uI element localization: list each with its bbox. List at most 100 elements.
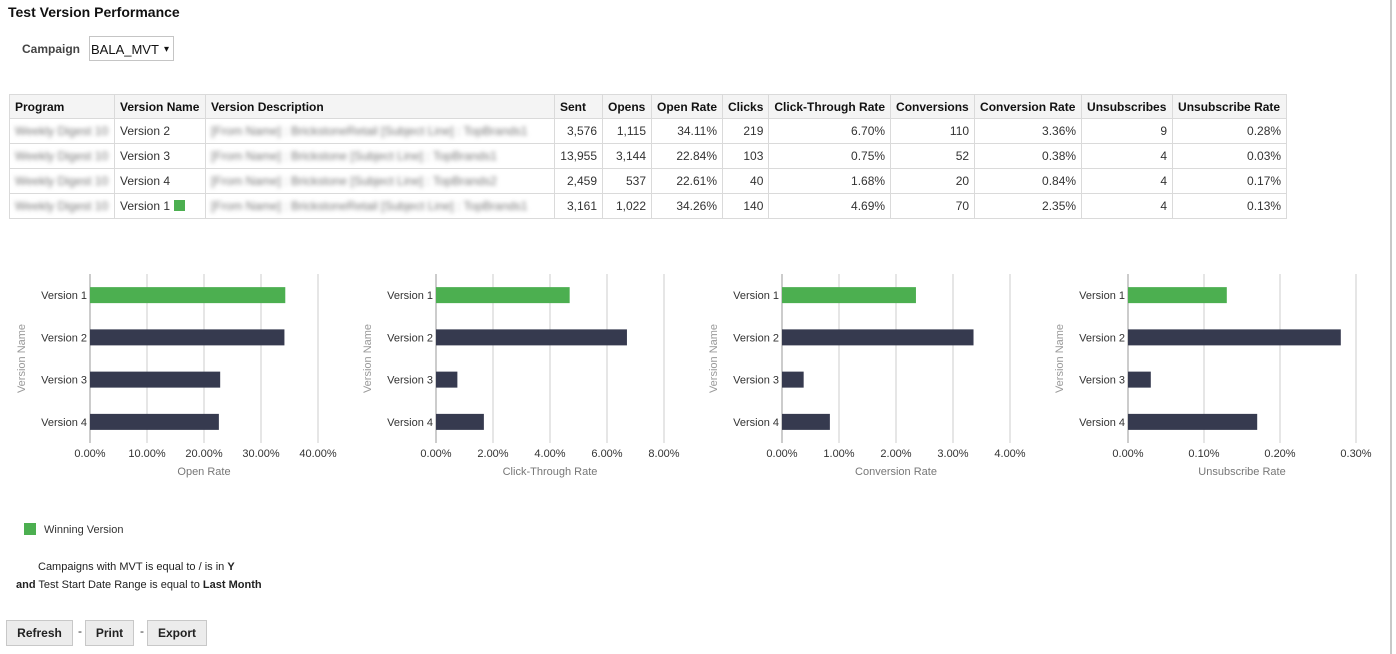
bar-version-2 bbox=[782, 329, 974, 346]
tick-label: 8.00% bbox=[648, 448, 679, 460]
bar-version-2 bbox=[90, 329, 285, 346]
print-button[interactable]: Print bbox=[85, 620, 134, 646]
tick-label: 0.30% bbox=[1340, 448, 1371, 460]
category-label: Version 4 bbox=[733, 417, 779, 429]
button-separator: - bbox=[140, 624, 144, 638]
table-cell: 537 bbox=[602, 168, 652, 194]
version-description-redacted: [From Name] : BrickstoneRetail [Subject … bbox=[211, 199, 528, 213]
version-name: Version 3 bbox=[120, 149, 171, 163]
column-header[interactable]: Conversions bbox=[890, 94, 976, 119]
program-cell: Weekly Digest 10 bbox=[9, 168, 115, 194]
bar-version-3 bbox=[90, 371, 221, 388]
column-header[interactable]: Click-Through Rate bbox=[768, 94, 892, 119]
bar-version-1 bbox=[782, 287, 916, 304]
bar-version-3 bbox=[436, 371, 458, 388]
program-cell: Weekly Digest 10 bbox=[9, 143, 115, 169]
table-cell: 2,459 bbox=[554, 168, 603, 194]
y-axis-title: Version Name bbox=[362, 324, 374, 393]
table-cell: 13,955 bbox=[554, 143, 603, 169]
click-through-rate-chart: Version 1 Version 2 Version 3 Version 4 0.00… bbox=[362, 274, 680, 478]
bar-version-4 bbox=[782, 413, 830, 430]
category-label: Version 4 bbox=[387, 417, 433, 429]
program-name-redacted: Weekly Digest 10 bbox=[15, 199, 109, 213]
campaign-label: Campaign bbox=[22, 42, 81, 56]
table-cell: 0.13% bbox=[1172, 193, 1288, 219]
column-header[interactable]: Unsubscribe Rate bbox=[1172, 94, 1288, 119]
table-cell: 3,161 bbox=[554, 193, 603, 219]
x-axis-title: Conversion Rate bbox=[855, 466, 937, 478]
bar-version-1 bbox=[1128, 287, 1227, 304]
table-cell: 34.11% bbox=[650, 118, 724, 144]
campaign-select[interactable]: BALA_MVT ▾ bbox=[89, 36, 174, 61]
program-cell: Weekly Digest 10 bbox=[9, 193, 115, 219]
refresh-button[interactable]: Refresh bbox=[6, 620, 73, 646]
tick-label: 0.00% bbox=[420, 448, 451, 460]
tick-label: 0.10% bbox=[1188, 448, 1219, 460]
table-cell: 9 bbox=[1081, 118, 1174, 144]
open-rate-chart: Version 1 Version 2 Version 3 Version 4 0.00… bbox=[16, 274, 337, 478]
column-header[interactable]: Sent bbox=[554, 94, 603, 119]
column-header[interactable]: Unsubscribes bbox=[1081, 94, 1174, 119]
column-header[interactable]: Program bbox=[9, 94, 115, 119]
x-axis-title: Open Rate bbox=[177, 466, 230, 478]
x-axis-title: Click-Through Rate bbox=[503, 466, 598, 478]
export-button[interactable]: Export bbox=[147, 620, 207, 646]
tick-label: 40.00% bbox=[299, 448, 337, 460]
category-label: Version 3 bbox=[1079, 375, 1125, 387]
version-description-cell: [From Name] : BrickstoneRetail [Subject … bbox=[205, 193, 555, 219]
table-cell: 0.28% bbox=[1172, 118, 1288, 144]
tick-label: 0.00% bbox=[1112, 448, 1143, 460]
bar-version-2 bbox=[436, 329, 627, 346]
filter-date-range: and Test Start Date Range is equal to La… bbox=[16, 579, 262, 591]
bar-version-4 bbox=[436, 413, 484, 430]
page-right-border bbox=[1390, 0, 1392, 654]
winning-version-legend-swatch bbox=[24, 523, 36, 535]
filter-mvt-value: Y bbox=[227, 561, 235, 573]
table-cell: 40 bbox=[722, 168, 770, 194]
filter-and-keyword: and bbox=[16, 579, 36, 591]
program-name-redacted: Weekly Digest 10 bbox=[15, 174, 109, 188]
category-label: Version 4 bbox=[41, 417, 87, 429]
category-label: Version 1 bbox=[41, 290, 87, 302]
column-header[interactable]: Version Description bbox=[205, 94, 555, 119]
category-label: Version 2 bbox=[1079, 332, 1125, 344]
unsubscribe-rate-chart: Version 1 Version 2 Version 3 Version 4 0.00… bbox=[1054, 274, 1372, 478]
button-separator: - bbox=[78, 624, 82, 638]
bar-version-4 bbox=[90, 413, 219, 430]
table-cell: 20 bbox=[890, 168, 976, 194]
version-name-cell: Version 1 bbox=[114, 193, 206, 219]
version-name-cell: Version 3 bbox=[114, 143, 206, 169]
column-header[interactable]: Clicks bbox=[722, 94, 770, 119]
category-label: Version 2 bbox=[387, 332, 433, 344]
filter-date-range-text: Test Start Date Range is equal to bbox=[38, 579, 200, 591]
column-header[interactable]: Conversion Rate bbox=[974, 94, 1083, 119]
table-header-row: Program Version Name Version Description Se… bbox=[9, 94, 1288, 119]
table-cell: 70 bbox=[890, 193, 976, 219]
tick-label: 1.00% bbox=[823, 448, 854, 460]
bar-version-4 bbox=[1128, 413, 1258, 430]
version-name-cell: Version 2 bbox=[114, 118, 206, 144]
tick-label: 0.20% bbox=[1264, 448, 1295, 460]
column-header[interactable]: Opens bbox=[602, 94, 652, 119]
table-cell: 4 bbox=[1081, 193, 1174, 219]
winning-version-badge bbox=[174, 200, 186, 211]
table-cell: 34.26% bbox=[650, 193, 724, 219]
column-header[interactable]: Version Name bbox=[114, 94, 206, 119]
table-row: Weekly Digest 10 Version 3 [From Name] : B… bbox=[9, 143, 1288, 169]
category-label: Version 2 bbox=[41, 332, 87, 344]
version-description-cell: [From Name] : BrickstoneRetail [Subject … bbox=[205, 118, 555, 144]
tick-label: 4.00% bbox=[994, 448, 1025, 460]
category-label: Version 1 bbox=[733, 290, 779, 302]
column-header[interactable]: Open Rate bbox=[650, 94, 724, 119]
category-label: Version 4 bbox=[1079, 417, 1125, 429]
table-cell: 0.75% bbox=[768, 143, 892, 169]
program-cell: Weekly Digest 10 bbox=[9, 118, 115, 144]
y-axis-title: Version Name bbox=[708, 324, 720, 393]
y-axis-title: Version Name bbox=[1054, 324, 1066, 393]
version-description-cell: [From Name] : Brickstone [Subject Line] … bbox=[205, 143, 555, 169]
table-cell: 22.61% bbox=[650, 168, 724, 194]
table-cell: 6.70% bbox=[768, 118, 892, 144]
category-label: Version 3 bbox=[733, 375, 779, 387]
tick-label: 2.00% bbox=[477, 448, 508, 460]
table-body: Weekly Digest 10 Version 2 [From Name] : B… bbox=[9, 118, 1288, 219]
